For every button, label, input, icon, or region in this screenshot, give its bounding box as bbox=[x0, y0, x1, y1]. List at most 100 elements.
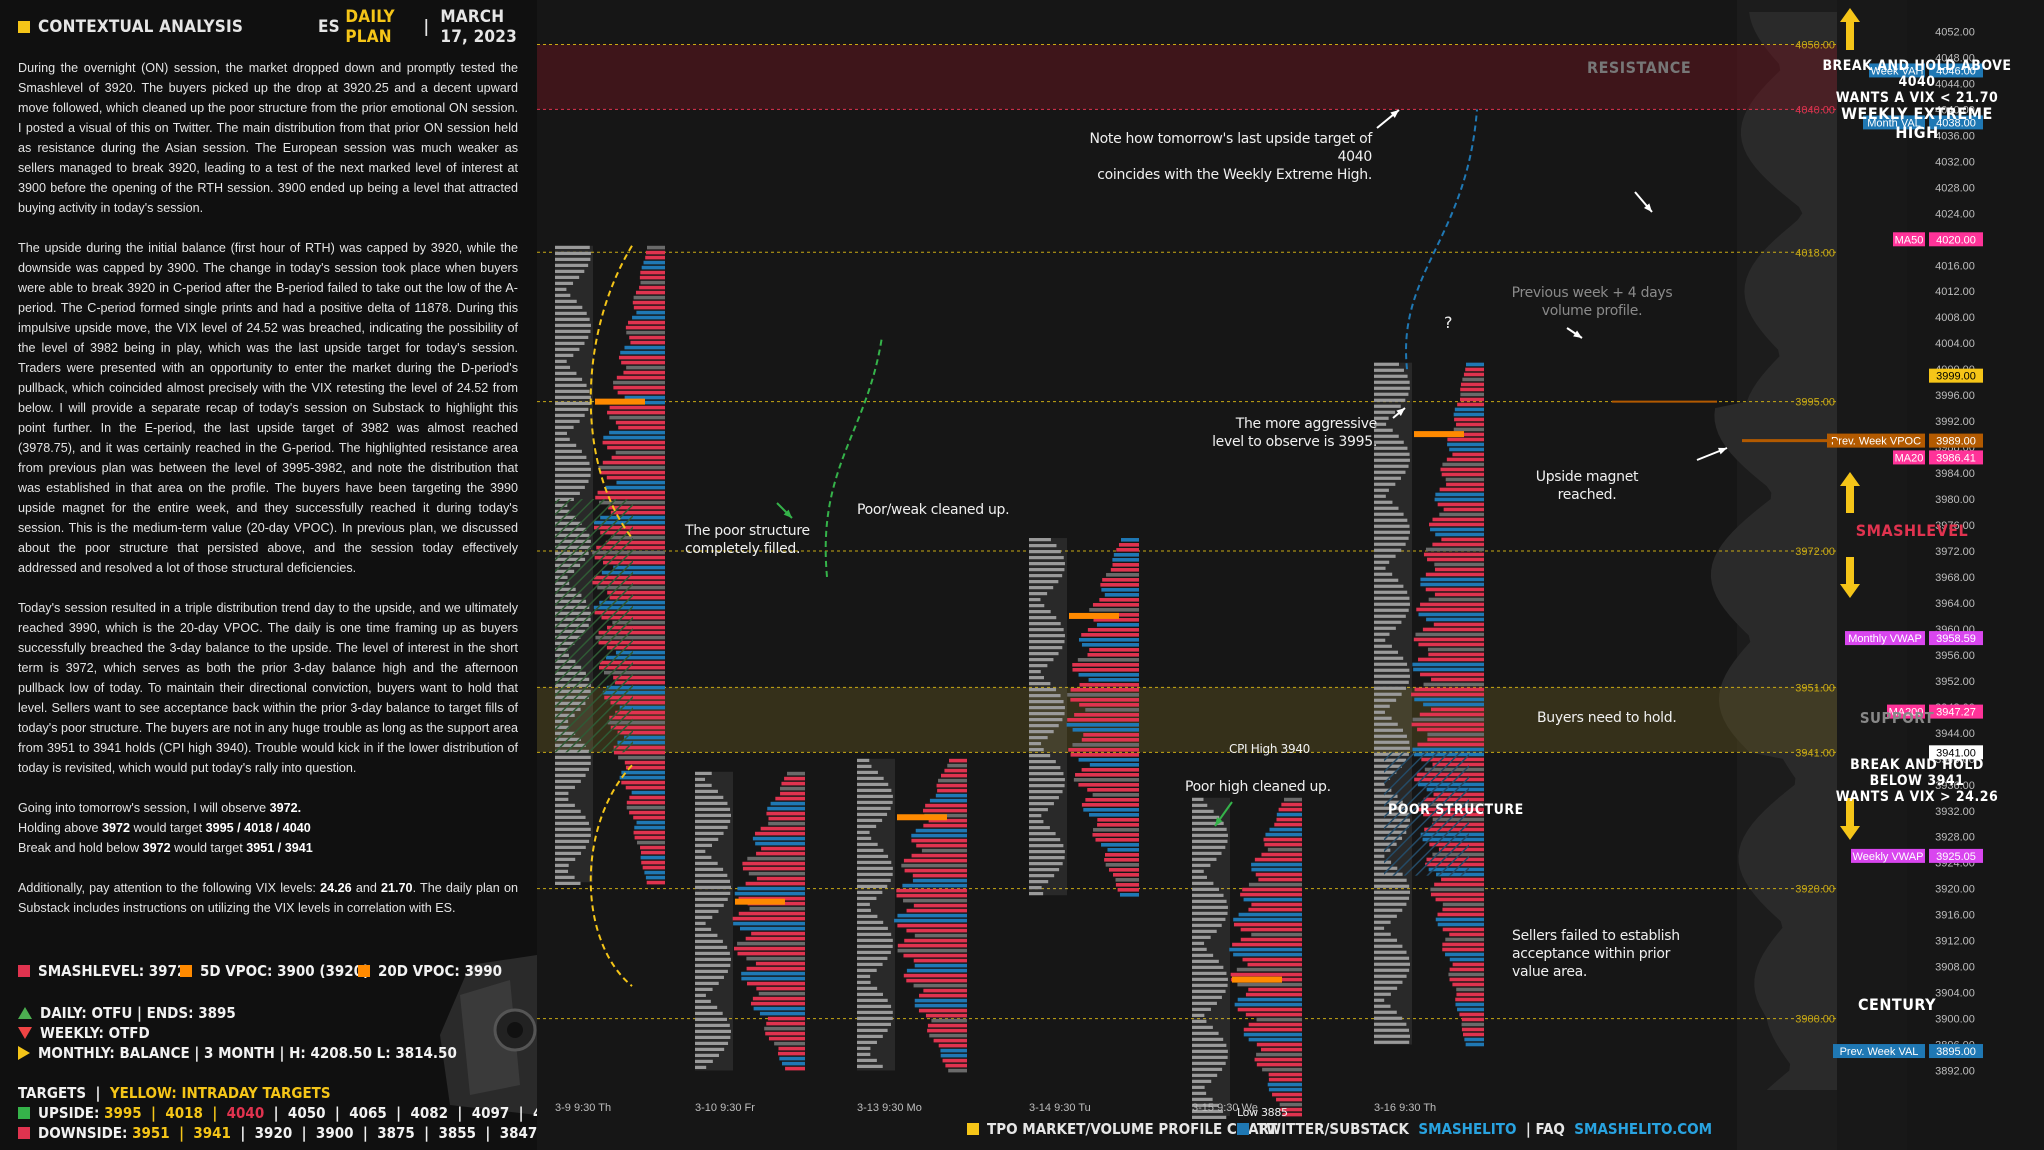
volume-bar bbox=[607, 445, 665, 450]
volume-bar bbox=[928, 818, 967, 823]
volume-bar bbox=[613, 565, 665, 570]
volume-bar bbox=[1095, 838, 1139, 842]
tpo-print bbox=[1192, 965, 1224, 969]
tpo-print bbox=[1374, 734, 1407, 738]
volume-bar bbox=[626, 800, 665, 805]
tpo-print bbox=[1192, 1049, 1228, 1053]
tpo-print bbox=[1192, 1037, 1224, 1041]
price-tag bbox=[1929, 63, 1983, 78]
tpo-print bbox=[1374, 410, 1396, 414]
price-tag bbox=[1929, 1044, 1983, 1059]
tpo-print bbox=[555, 473, 591, 477]
price-tag bbox=[1929, 745, 1983, 760]
volume-bar bbox=[747, 856, 805, 861]
volume-bar bbox=[1452, 452, 1484, 457]
volume-bar bbox=[616, 480, 665, 485]
level-tag-label: Week VAH bbox=[1871, 65, 1924, 77]
tpo-print bbox=[555, 413, 585, 417]
tpo-print bbox=[1374, 392, 1409, 396]
plan-date: MARCH 17, 2023 bbox=[440, 7, 517, 47]
volume-bar bbox=[1110, 568, 1139, 572]
volume-bar bbox=[768, 821, 805, 826]
volume-bar bbox=[1435, 532, 1484, 537]
tpo-print bbox=[1374, 548, 1402, 552]
tpo-print bbox=[555, 269, 585, 273]
tpo-print bbox=[1192, 863, 1211, 867]
twitter-handle-link[interactable]: SMASHELITO bbox=[1418, 1120, 1517, 1138]
tpo-print bbox=[1029, 706, 1065, 710]
tpo-print bbox=[1029, 568, 1065, 572]
tpo-print bbox=[1029, 766, 1061, 770]
volume-bar bbox=[633, 830, 665, 835]
volume-bar bbox=[609, 595, 665, 600]
volume-bar bbox=[1245, 992, 1302, 997]
volume-bar bbox=[1100, 583, 1139, 587]
tpo-print bbox=[857, 1004, 892, 1009]
volume-bar bbox=[1447, 437, 1484, 442]
tpo-print bbox=[857, 944, 893, 949]
tpo-print bbox=[555, 437, 570, 441]
y-tick-label: 3952.00 bbox=[1935, 676, 1975, 688]
tpo-print bbox=[1192, 923, 1222, 927]
volume-bar bbox=[1420, 602, 1484, 607]
volume-bar bbox=[911, 833, 967, 838]
volume-bar bbox=[1442, 927, 1484, 932]
volume-bar bbox=[925, 1013, 967, 1018]
volume-bar bbox=[629, 795, 665, 800]
tpo-print bbox=[695, 777, 706, 781]
level-tag-label: Prev. Week VAL bbox=[1840, 1046, 1919, 1058]
volume-bar bbox=[1420, 672, 1484, 677]
tpo-print bbox=[555, 455, 587, 459]
tpo-print bbox=[1192, 839, 1228, 843]
volume-bar bbox=[1112, 873, 1139, 877]
volume-bar bbox=[1093, 618, 1139, 622]
volume-bar bbox=[1442, 947, 1484, 952]
volume-bar bbox=[913, 958, 967, 963]
tpo-print bbox=[1374, 512, 1404, 516]
tpo-letters-column bbox=[1029, 538, 1067, 896]
tpo-print bbox=[695, 999, 711, 1003]
tpo-print bbox=[1374, 422, 1387, 426]
volume-bar bbox=[629, 810, 665, 815]
volume-bar bbox=[1434, 497, 1484, 502]
tpo-print bbox=[555, 425, 574, 429]
tpo-print bbox=[1029, 592, 1048, 596]
volume-bar bbox=[1117, 888, 1139, 892]
tpo-print bbox=[1192, 983, 1228, 987]
volume-bar bbox=[753, 1006, 805, 1011]
y-tick-label: 3908.00 bbox=[1935, 962, 1975, 974]
website-link[interactable]: SMASHELITO.COM bbox=[1574, 1120, 1713, 1138]
volume-bar bbox=[1425, 587, 1484, 592]
tpo-print bbox=[695, 891, 731, 895]
volume-bar bbox=[1087, 653, 1139, 657]
volume-bar bbox=[1276, 817, 1302, 822]
volume-bar bbox=[1276, 1097, 1302, 1102]
volume-bar bbox=[1279, 1102, 1302, 1107]
tpo-print bbox=[1192, 857, 1217, 861]
green-square-icon bbox=[18, 1107, 30, 1119]
volume-bar bbox=[1425, 547, 1484, 552]
volume-bar bbox=[640, 270, 665, 275]
tpo-print bbox=[1374, 914, 1397, 918]
tpo-print bbox=[1374, 968, 1410, 972]
volume-bar bbox=[1456, 987, 1484, 992]
volume-bar bbox=[1442, 942, 1484, 947]
tpo-print bbox=[857, 866, 893, 871]
tpo-print bbox=[695, 855, 712, 859]
volume-bar bbox=[1465, 1042, 1484, 1047]
level-tag-label: Weekly VWAP bbox=[1853, 851, 1924, 863]
tpo-print bbox=[857, 830, 870, 835]
tpo-print bbox=[555, 881, 581, 885]
y-tick-label: 3936.00 bbox=[1935, 780, 1975, 792]
volume-bar bbox=[1426, 617, 1484, 622]
tpo-print bbox=[857, 878, 891, 883]
volume-bar bbox=[1074, 713, 1139, 717]
level-tag bbox=[1827, 433, 1925, 448]
tpo-print bbox=[1029, 748, 1044, 752]
volume-bar bbox=[1445, 477, 1484, 482]
volume-bar bbox=[931, 1018, 967, 1023]
volume-bar bbox=[752, 836, 805, 841]
chart-canvas: 4050.00 4040.00 4018.00 3995.00 3972.00 3951.… bbox=[537, 0, 2044, 1150]
tpo-print bbox=[1192, 1019, 1207, 1023]
tpo-print bbox=[1192, 827, 1227, 831]
